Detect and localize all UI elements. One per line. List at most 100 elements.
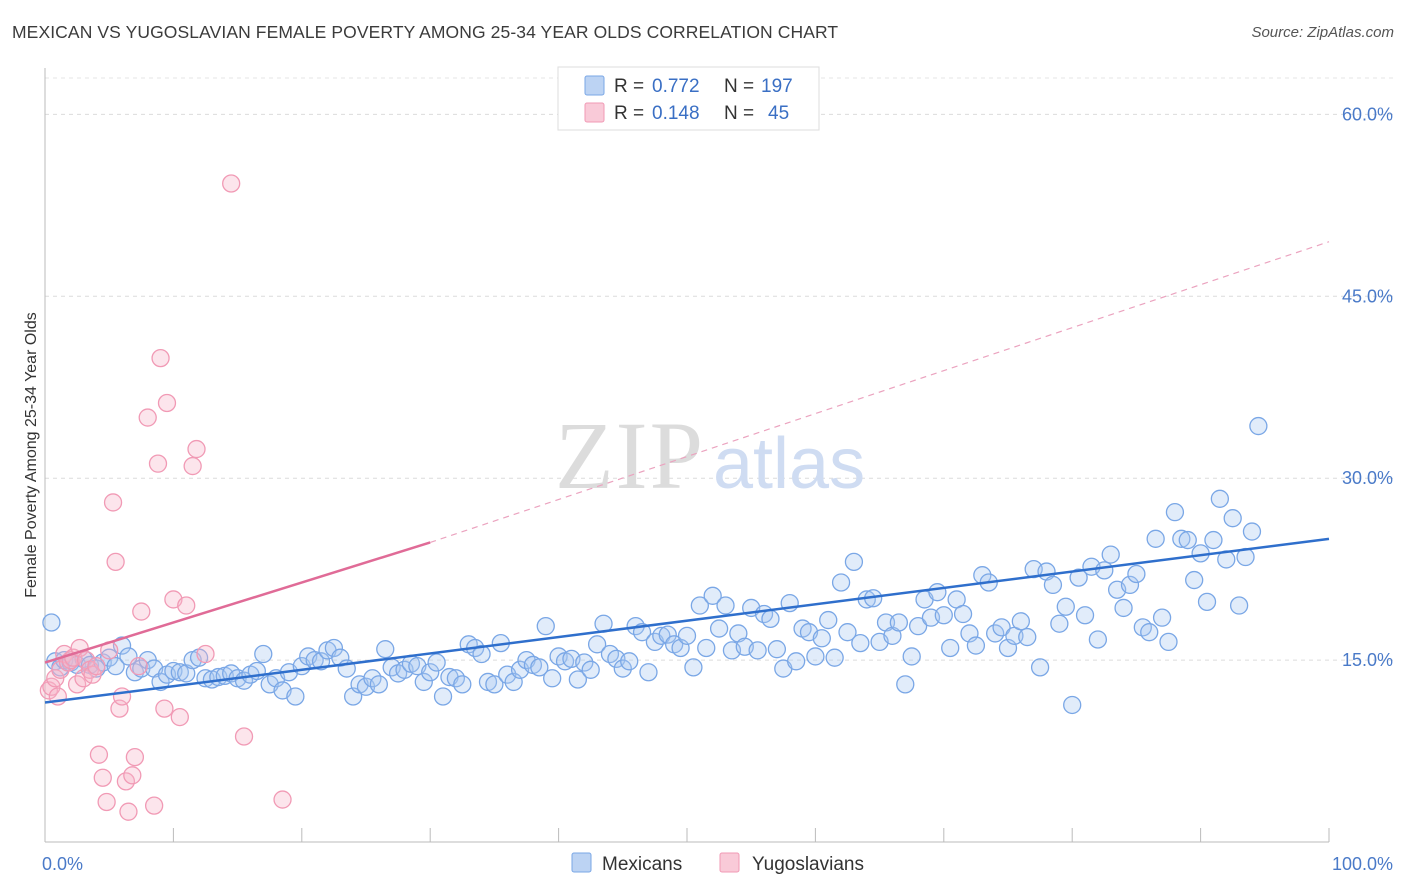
mexicans-point-102 xyxy=(690,596,709,615)
legend-r-label-2: R = xyxy=(614,103,644,124)
watermark-atlas: atlas xyxy=(713,424,865,504)
mexicans-point-117 xyxy=(786,652,806,671)
mexicans-point-124 xyxy=(831,573,851,592)
mexicans-point-172 xyxy=(1140,623,1159,642)
mexicans-trend-line xyxy=(44,537,1330,704)
series-yugoslavians xyxy=(39,174,292,821)
yugoslavians-point-37 xyxy=(170,707,189,727)
mexicans-point-149 xyxy=(992,618,1011,637)
mexicans-point-170 xyxy=(1127,564,1146,584)
mexicans-point-140 xyxy=(934,606,953,625)
mexicans-point-127 xyxy=(851,633,870,653)
mexicans-point-79 xyxy=(543,669,562,688)
mexicans-point-183 xyxy=(1210,489,1230,508)
mexicans-point-105 xyxy=(709,619,729,638)
yugoslavians-point-34 xyxy=(155,699,174,718)
legend-n-value-2: 45 xyxy=(768,103,789,124)
yugoslavians-point-35 xyxy=(157,393,177,413)
mexicans-point-65 xyxy=(453,675,472,694)
mexicans-point-123 xyxy=(825,648,844,667)
mexicans-point-78 xyxy=(536,616,555,636)
mexicans-point-188 xyxy=(1242,522,1262,541)
mexicans-point-133 xyxy=(889,613,909,632)
yugoslavians-point-21 xyxy=(106,552,125,572)
mexicans-point-103 xyxy=(697,638,716,658)
yugoslavians-point-16 xyxy=(89,745,109,764)
mexicans-point-52 xyxy=(369,675,388,694)
legend-n-label-1: N = xyxy=(724,76,754,97)
mexicans-point-111 xyxy=(748,641,767,660)
mexicans-point-122 xyxy=(819,610,838,630)
mexicans-point-155 xyxy=(1030,658,1050,677)
mexicans-point-90 xyxy=(613,659,632,678)
mexicans-point-157 xyxy=(1043,575,1063,595)
mexicans-point-164 xyxy=(1088,630,1108,649)
yugoslavians-point-31 xyxy=(144,796,164,815)
mexicans-point-169 xyxy=(1120,575,1140,595)
mexicans-point-68 xyxy=(472,644,491,664)
mexicans-point-59 xyxy=(414,672,433,692)
mexicans-point-100 xyxy=(677,626,697,645)
mexicans-point-145 xyxy=(966,636,986,655)
yugoslavians-point-44 xyxy=(273,790,292,809)
mexicans-point-174 xyxy=(1152,608,1172,627)
axes xyxy=(44,68,1330,843)
yugoslavians-point-25 xyxy=(119,802,138,821)
bottom-legend-label-yugoslavians: Yugoslavians xyxy=(752,854,864,875)
yugoslavians-point-15 xyxy=(87,657,106,676)
yugoslavians-point-43 xyxy=(234,727,254,746)
mexicans-point-173 xyxy=(1146,529,1165,548)
y-tick-label-30: 30.0% xyxy=(1342,468,1393,488)
bottom-legend: Mexicans Yugoslavians xyxy=(571,852,864,875)
x-tick-label-max: 100.0% xyxy=(1332,854,1393,874)
mexicans-point-125 xyxy=(838,623,857,642)
mexicans-point-182 xyxy=(1204,530,1223,550)
yugoslavians-point-30 xyxy=(138,408,157,427)
mexicans-point-101 xyxy=(684,658,703,677)
tick-labels: 15.0% 30.0% 45.0% 60.0% 0.0% 100.0% xyxy=(42,104,1393,874)
watermark: ZIP atlas xyxy=(555,402,865,509)
mexicans-point-121 xyxy=(812,629,831,648)
bottom-legend-swatch-mexicans xyxy=(571,852,592,873)
mexicans-point-113 xyxy=(761,609,780,629)
mexicans-point-143 xyxy=(953,604,973,624)
mexicans-point-84 xyxy=(575,653,594,672)
legend-r-value-1: 0.772 xyxy=(652,76,700,97)
mexicans-point-181 xyxy=(1197,592,1217,612)
y-tick-label-45: 45.0% xyxy=(1342,286,1393,306)
yugoslavians-point-20 xyxy=(103,493,123,512)
mexicans-point-34 xyxy=(254,644,273,664)
mexicans-point-96 xyxy=(652,626,671,645)
mexicans-point-135 xyxy=(902,647,921,666)
yugoslavians-point-33 xyxy=(151,348,170,368)
mexicans-point-11 xyxy=(106,657,125,676)
mexicans-point-141 xyxy=(941,638,960,658)
legend: R = 0.772 N = 197 R = 0.148 N = 45 xyxy=(557,66,820,131)
mexicans-point-86 xyxy=(587,635,607,654)
legend-swatch-mexicans xyxy=(584,75,605,96)
yugoslavians-point-42 xyxy=(222,174,241,193)
mexicans-point-70 xyxy=(485,675,504,694)
mexicans-point-45 xyxy=(324,638,344,658)
mexicans-point-21 xyxy=(170,663,189,682)
mexicans-point-77 xyxy=(530,658,549,677)
x-tick-label-min: 0.0% xyxy=(42,854,83,874)
y-axis-label: Female Poverty Among 25-34 Year Olds xyxy=(23,312,40,598)
mexicans-point-175 xyxy=(1159,632,1178,652)
mexicans-point-161 xyxy=(1069,568,1088,587)
y-tick-label-15: 15.0% xyxy=(1342,650,1393,670)
mexicans-point-94 xyxy=(639,663,658,682)
legend-r-value-2: 0.148 xyxy=(652,103,700,124)
yugoslavians-point-26 xyxy=(123,766,142,785)
mexicans-point-165 xyxy=(1095,561,1114,580)
mexicans-point-120 xyxy=(806,647,825,666)
yugoslavians-point-38 xyxy=(177,596,196,615)
mexicans-point-176 xyxy=(1165,502,1185,522)
bottom-legend-label-mexicans: Mexicans xyxy=(602,854,682,875)
mexicans-point-178 xyxy=(1178,530,1197,550)
mexicans-point-189 xyxy=(1249,416,1268,436)
mexicans-point-114 xyxy=(767,640,787,659)
yugoslavians-point-23 xyxy=(112,687,132,706)
mexicans-point-168 xyxy=(1114,598,1133,618)
yugoslavians-point-27 xyxy=(125,747,145,767)
